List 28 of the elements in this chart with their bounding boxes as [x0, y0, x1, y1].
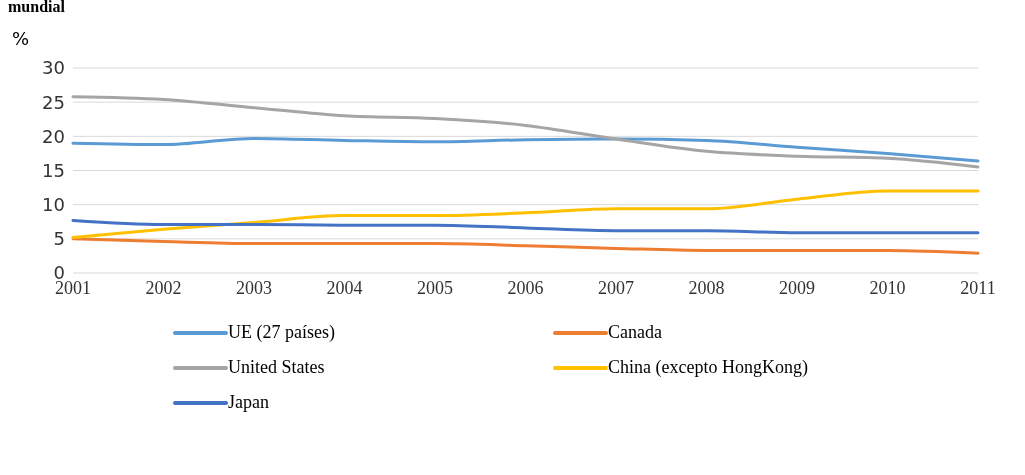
y-tick-label: 5: [53, 228, 65, 250]
legend-label: Japan: [228, 392, 269, 413]
line-series: [71, 237, 980, 255]
y-tick-label: 25: [42, 91, 65, 113]
x-tick-label: 2010: [869, 277, 906, 298]
legend-label: UE (27 países): [228, 322, 335, 343]
x-tick-label: 2004: [326, 277, 363, 298]
x-tick-label: 2009: [779, 277, 815, 298]
x-tick-label: 2002: [145, 277, 182, 298]
legend-label: United States: [228, 357, 325, 378]
line-series: [71, 218, 980, 235]
x-tick-label: 2003: [236, 277, 272, 298]
x-tick-label: 2005: [417, 277, 453, 298]
chart-title: mundial: [8, 0, 66, 17]
x-tick-label: 2008: [688, 277, 725, 298]
y-tick-label: 20: [42, 125, 65, 147]
y-tick-label: 10: [42, 194, 65, 216]
line-series: [71, 136, 980, 163]
x-tick-label: 2006: [507, 277, 544, 298]
y-tick-label: 15: [42, 159, 65, 181]
line-series: [71, 95, 980, 169]
x-tick-label: 2011: [960, 277, 996, 298]
y-axis-title: %: [12, 28, 30, 49]
y-tick-label: 30: [42, 57, 65, 79]
legend-label: China (excepto HongKong): [608, 357, 808, 378]
legend-label: Canada: [608, 322, 662, 343]
line-series: [71, 189, 980, 239]
x-tick-label: 2007: [598, 277, 634, 298]
